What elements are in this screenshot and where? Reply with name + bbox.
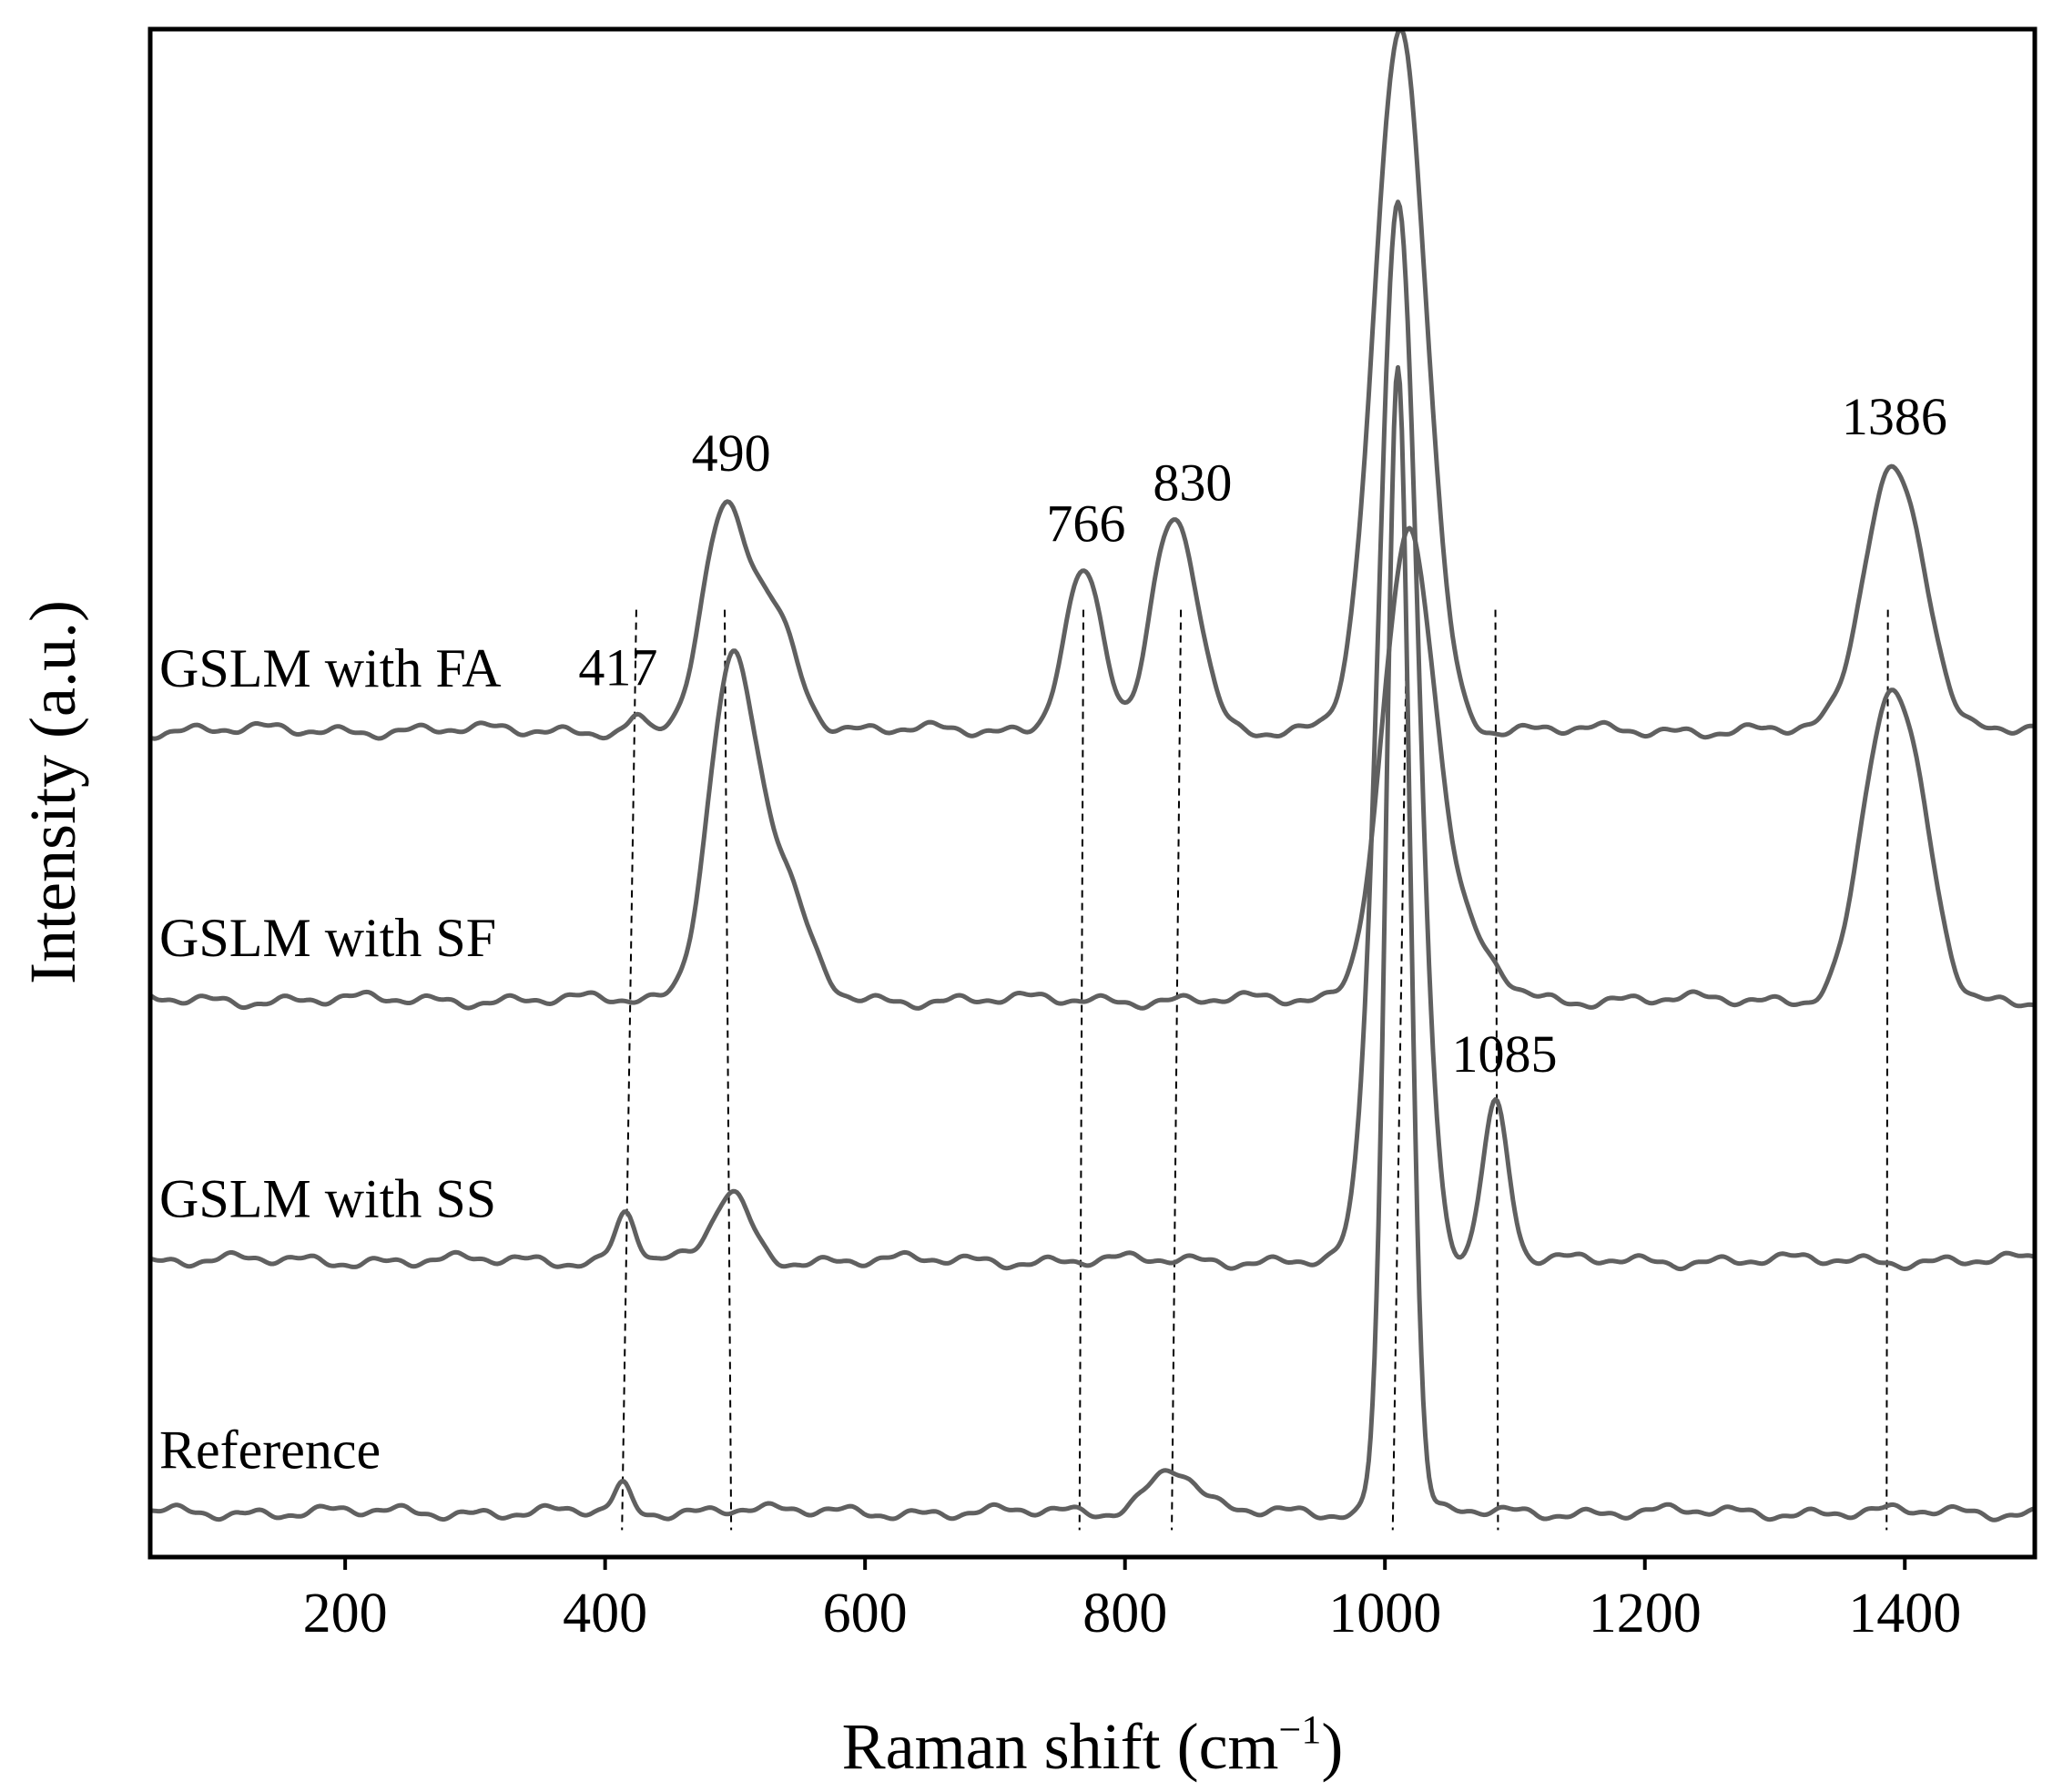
x-tick-label-1000: 1000 (1328, 1583, 1441, 1644)
peak-label-490: 490 (692, 423, 771, 483)
peak-label-1386: 1386 (1842, 387, 1947, 446)
guide-line-424 (621, 609, 637, 1531)
spectrum-gslm-with-fa (147, 26, 2037, 741)
guide-line-1017 (1391, 609, 1408, 1531)
x-tick-label-1400: 1400 (1848, 1583, 1961, 1644)
plot-frame (147, 26, 2038, 1560)
spectrum-gslm-with-ss (147, 199, 2037, 1272)
guide-line-768 (1078, 609, 1085, 1531)
guide-line-1085 (1494, 609, 1499, 1531)
guide-line-1387 (1885, 609, 1889, 1531)
peak-label-417: 417 (578, 637, 657, 697)
series-label-gslm-with-sf: GSLM with SF (159, 908, 496, 968)
guide-line-492 (723, 609, 733, 1531)
x-axis-ticks: 200 400 600 800 1000 1200 1400 (303, 1557, 1961, 1644)
peak-label-766: 766 (1046, 494, 1125, 554)
spectrum-gslm-with-sf (147, 525, 2037, 1011)
spectrum-reference (147, 365, 2037, 1522)
x-tick-label-400: 400 (563, 1583, 647, 1644)
x-tick-label-600: 600 (823, 1583, 908, 1644)
series-labels: Reference GSLM with SS GSLM with SF GSLM wi… (159, 638, 502, 1481)
series-label-gslm-with-fa: GSLM with FA (159, 638, 502, 698)
series-label-reference: Reference (159, 1420, 381, 1481)
x-tick-label-1200: 1200 (1589, 1583, 1702, 1644)
spectra (147, 26, 2037, 1522)
peak-guide-lines (621, 609, 1889, 1531)
peak-annotations: 417 490 766 830 1017 1085 1386 (578, 0, 1946, 1084)
x-axis-title: Raman shift (cm−1) (842, 1707, 1344, 1783)
guide-line-843 (1171, 609, 1183, 1531)
peak-label-1017: 1017 (1354, 0, 1459, 1)
x-tick-label-800: 800 (1082, 1583, 1167, 1644)
series-label-gslm-with-ss: GSLM with SS (159, 1168, 496, 1228)
x-tick-label-200: 200 (303, 1583, 388, 1644)
peak-label-830: 830 (1153, 453, 1232, 513)
y-axis-title: Intensity (a.u.) (16, 600, 89, 984)
peak-label-1085: 1085 (1452, 1024, 1558, 1084)
